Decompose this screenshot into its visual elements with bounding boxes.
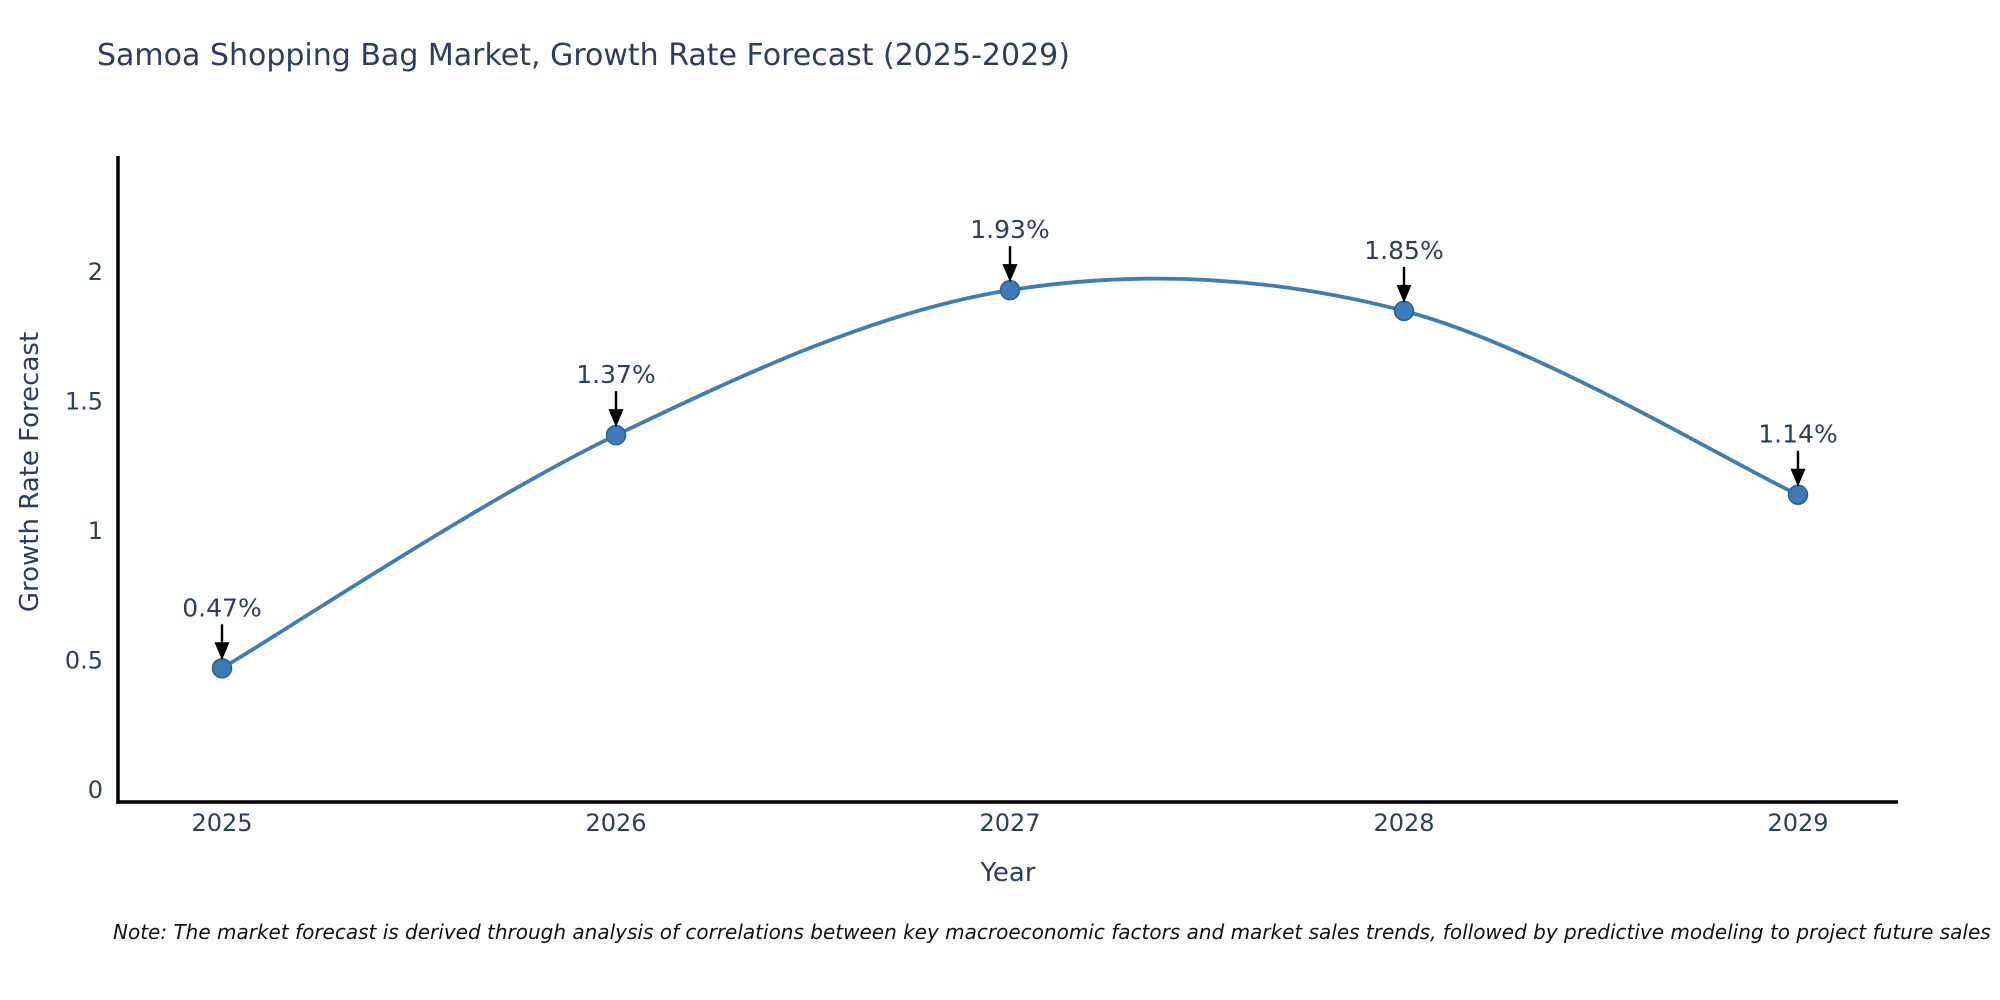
data-point-marker: [999, 279, 1021, 301]
footnote: Note: The market forecast is derived thr…: [113, 920, 1991, 944]
data-point-label: 1.37%: [576, 360, 655, 389]
forecast-line: [220, 276, 1800, 671]
annotation-arrow-head: [1790, 468, 1806, 487]
data-point-label: 1.93%: [970, 215, 1049, 244]
data-point-label: 0.47%: [182, 593, 261, 622]
y-tick-label: 1.5: [65, 388, 103, 416]
data-point-marker: [1787, 484, 1809, 505]
x-axis-title: Year: [979, 858, 1035, 888]
x-tick-label: 2028: [1373, 809, 1434, 837]
data-point-marker: [605, 424, 627, 446]
y-tick-label: 0: [88, 776, 103, 804]
y-axis-title: Growth Rate Forecast: [15, 332, 45, 612]
y-tick-label: 0.5: [65, 647, 103, 675]
data-point-label: 1.14%: [1758, 420, 1837, 449]
x-tick-label: 2029: [1767, 809, 1828, 837]
annotation-arrow-head: [608, 409, 624, 428]
y-tick-label: 2: [88, 258, 103, 286]
x-tick-label: 2025: [191, 809, 252, 837]
x-tick-label: 2026: [585, 809, 646, 837]
chart-title: Samoa Shopping Bag Market, Growth Rate F…: [97, 38, 1070, 73]
annotation-arrow-head: [1396, 284, 1412, 303]
annotation-arrow-head: [1002, 264, 1018, 283]
x-tick-label: 2027: [979, 809, 1040, 837]
data-point-marker: [211, 658, 233, 679]
data-point-marker: [1393, 300, 1415, 322]
annotation-arrow-head: [214, 642, 230, 661]
data-point-label: 1.85%: [1364, 236, 1443, 265]
y-tick-label: 1: [88, 517, 103, 545]
